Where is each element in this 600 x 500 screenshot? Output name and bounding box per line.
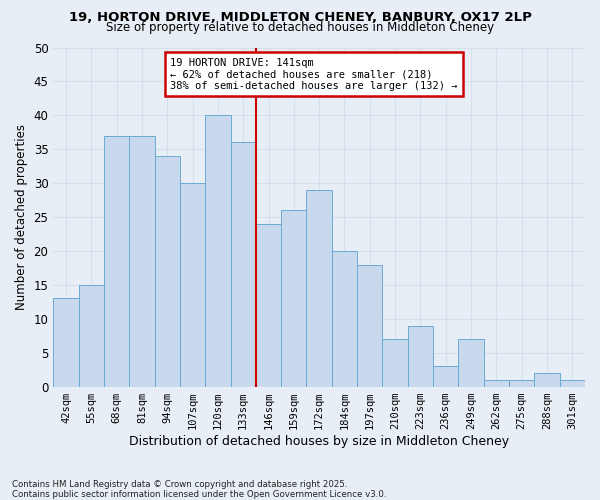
Bar [256,224,281,386]
Bar [104,136,129,386]
Bar [484,380,509,386]
Bar [205,116,230,386]
Text: Contains HM Land Registry data © Crown copyright and database right 2025.
Contai: Contains HM Land Registry data © Crown c… [12,480,386,499]
Y-axis label: Number of detached properties: Number of detached properties [15,124,28,310]
Bar [281,210,307,386]
Text: 19, HORTON DRIVE, MIDDLETON CHENEY, BANBURY, OX17 2LP: 19, HORTON DRIVE, MIDDLETON CHENEY, BANB… [68,11,532,24]
Bar [332,251,357,386]
Bar [509,380,535,386]
Bar [155,156,180,386]
Bar [408,326,433,386]
Bar [433,366,458,386]
Text: Size of property relative to detached houses in Middleton Cheney: Size of property relative to detached ho… [106,21,494,34]
Bar [307,190,332,386]
Bar [560,380,585,386]
X-axis label: Distribution of detached houses by size in Middleton Cheney: Distribution of detached houses by size … [129,434,509,448]
Bar [53,298,79,386]
Bar [129,136,155,386]
Bar [535,373,560,386]
Bar [230,142,256,386]
Bar [382,339,408,386]
Bar [180,183,205,386]
Bar [79,285,104,386]
Bar [458,339,484,386]
Text: 19 HORTON DRIVE: 141sqm
← 62% of detached houses are smaller (218)
38% of semi-d: 19 HORTON DRIVE: 141sqm ← 62% of detache… [170,58,458,91]
Bar [357,264,382,386]
